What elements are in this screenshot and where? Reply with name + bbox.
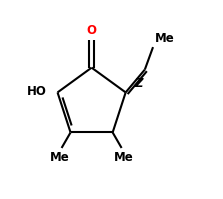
Text: Me: Me <box>155 32 175 45</box>
Text: O: O <box>87 24 97 37</box>
Text: Me: Me <box>114 151 134 164</box>
Text: Z: Z <box>134 77 143 90</box>
Text: Me: Me <box>50 151 70 164</box>
Text: HO: HO <box>27 85 47 98</box>
